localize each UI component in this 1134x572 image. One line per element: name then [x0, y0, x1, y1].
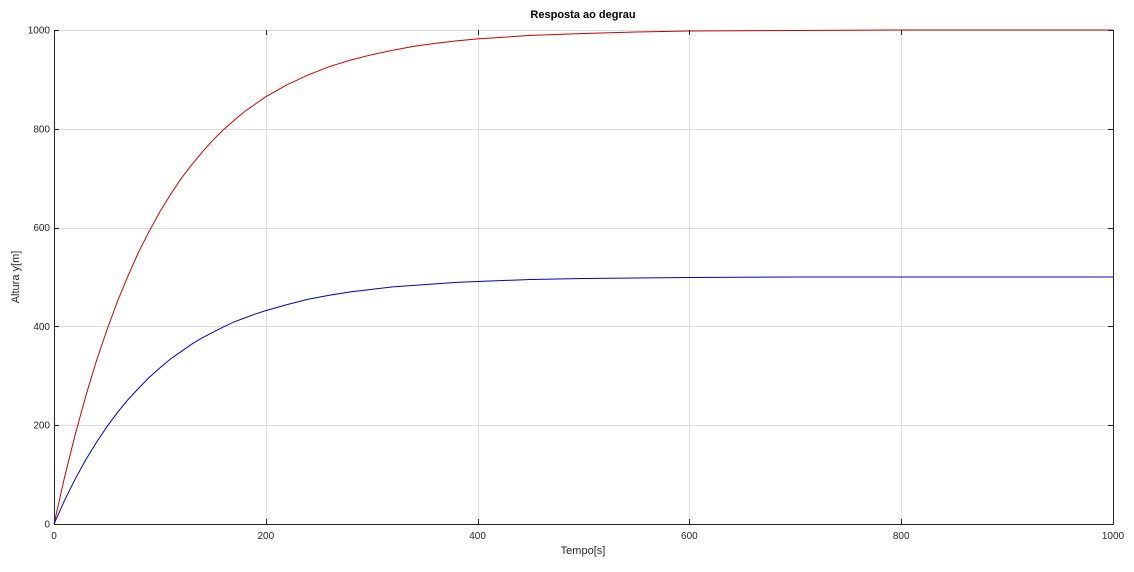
y-tick-label: 400: [33, 322, 50, 333]
series-group: [53, 29, 1113, 525]
y-tick-label: 800: [33, 124, 50, 135]
y-tick-label: 200: [33, 421, 50, 432]
series-line-1: [53, 29, 1113, 525]
y-tick-label: 0: [44, 520, 50, 531]
y-tick-label: 1000: [28, 26, 51, 37]
x-tick-label: 600: [681, 531, 698, 542]
x-tick-label: 800: [893, 531, 910, 542]
y-tick-label: 600: [33, 223, 50, 234]
x-tick-label: 200: [257, 531, 274, 542]
axes: [54, 30, 1114, 525]
x-tick-label: 0: [51, 531, 57, 542]
tick-labels: 0 200 400 600 800 1000 0 200 400 600 800 1000: [28, 26, 1125, 543]
series-line-2: [53, 276, 1113, 525]
y-axis-label: Altura y[m]: [10, 251, 22, 304]
x-tick-label: 400: [469, 531, 486, 542]
x-tick-label: 1000: [1102, 531, 1125, 542]
x-axis-label: Tempo[s]: [561, 545, 606, 557]
chart-title: Resposta ao degrau: [530, 9, 635, 21]
